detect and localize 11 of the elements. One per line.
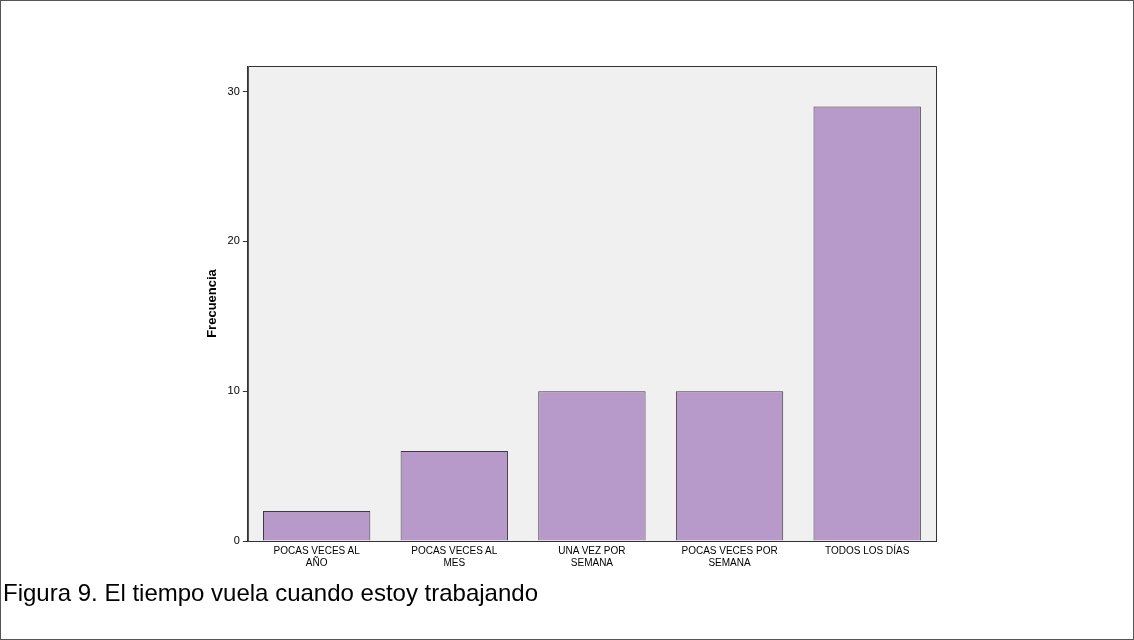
y-tick-label: 0 xyxy=(233,534,240,547)
y-tick-label: 20 xyxy=(227,234,240,247)
y-tick-label: 30 xyxy=(227,84,240,97)
text: Figura 9. El tiempo vuela cuando estoy trabajando xyxy=(3,579,538,607)
y-tick-label: 10 xyxy=(227,384,240,397)
x-tick-label: POCAS VECES POR SEMANA xyxy=(681,544,778,568)
x-tick-label: POCAS VECES AL MES xyxy=(411,544,498,568)
x-tick-label: POCAS VECES AL AÑO xyxy=(273,544,361,568)
y-axis-title: Frecuencia xyxy=(204,268,220,338)
x-tick-label: TODOS LOS DÍAS xyxy=(825,543,910,556)
x-tick-label: UNA VEZ POR SEMANA xyxy=(558,544,626,568)
